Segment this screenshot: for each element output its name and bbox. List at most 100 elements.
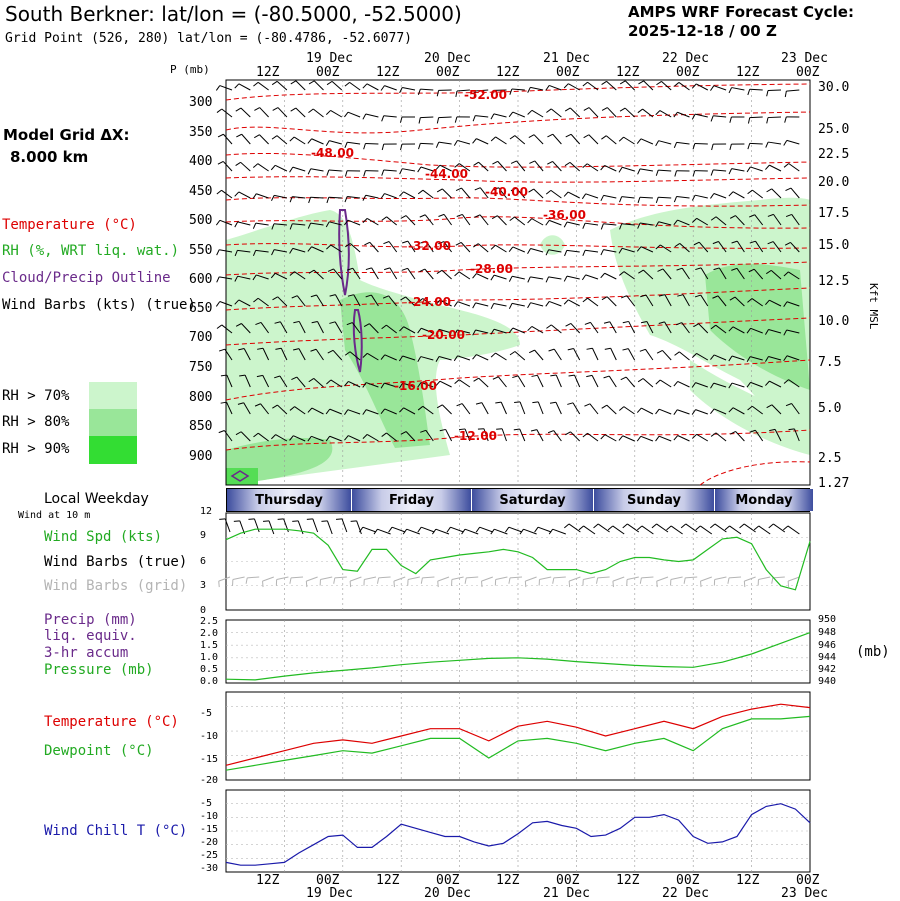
xsec-barb xyxy=(277,81,287,90)
xsec-barb-flag xyxy=(657,350,662,353)
xsec-barb-flag xyxy=(308,139,312,144)
xsec-barb-flag xyxy=(529,189,534,192)
grid-wind-barb xyxy=(729,577,741,578)
grid-wind-barb xyxy=(350,577,361,581)
xsec-barb-flag xyxy=(546,325,551,329)
xsec-barb xyxy=(479,378,489,387)
xsec-barb xyxy=(446,429,452,441)
xsec-barb xyxy=(789,163,800,171)
xsec-barb-flag xyxy=(419,143,421,149)
xsec-barb xyxy=(551,325,561,333)
xsec-barb xyxy=(480,215,488,225)
xsec-barb xyxy=(607,108,616,117)
xsec-barb xyxy=(643,378,653,387)
xsec-barb xyxy=(786,90,799,91)
surface-wind-barb-flag xyxy=(447,527,450,532)
xsec-barb-flag xyxy=(327,81,332,84)
surface-wind-barb-flag xyxy=(564,524,569,528)
temp-contour-label: -16.00 xyxy=(394,379,437,393)
surface-wind-barb xyxy=(480,527,493,532)
xsec-barb-flag xyxy=(510,351,515,354)
xsec-barb-flag xyxy=(729,88,732,93)
xsec-barb xyxy=(660,111,671,117)
xsec-barb-flag xyxy=(528,87,531,92)
xsec-barb-flag xyxy=(308,169,311,174)
xsec-barb xyxy=(603,224,616,225)
xsec-barb-flag xyxy=(585,322,591,324)
xsec-barb-flag xyxy=(491,303,494,308)
xsec-barb xyxy=(714,86,726,90)
surface-wind-barb xyxy=(509,527,522,532)
surface-wind-barb-flag xyxy=(321,521,327,522)
temp-contour-label: -52.00 xyxy=(464,88,507,102)
xsec-barb-flag xyxy=(476,403,482,404)
xsec-barb-flag xyxy=(217,277,219,282)
xsec-barb-flag xyxy=(729,192,733,196)
grid-wind-barb xyxy=(422,577,434,578)
xsec-barb-flag xyxy=(456,91,457,97)
grid-wind-barb-flag xyxy=(569,581,570,587)
xsec-barb-flag xyxy=(418,167,421,172)
xsec-barb xyxy=(520,402,525,414)
xsec-barb xyxy=(313,109,323,117)
xsec-barb xyxy=(750,89,763,90)
xsec-barb xyxy=(372,268,379,279)
xsec-barb-flag xyxy=(604,322,610,324)
xsec-barb xyxy=(442,405,451,414)
xsec-barb-flag xyxy=(399,192,403,196)
xsec-barb xyxy=(641,408,653,414)
xsec-barb xyxy=(496,353,507,360)
xsec-barb xyxy=(420,89,433,90)
grid-wind-barb-flag xyxy=(334,578,335,584)
xsec-barb-flag xyxy=(675,352,680,356)
xsec-barb-flag xyxy=(532,402,538,403)
xsec-barb xyxy=(624,137,635,144)
xsec-barb-flag xyxy=(273,108,278,111)
xsec-barb xyxy=(791,188,799,198)
temp-contour-label: -24.00 xyxy=(408,295,451,309)
xsec-barb-flag xyxy=(363,114,366,119)
xsec-barb xyxy=(408,268,415,279)
grid-wind-barb-flag xyxy=(640,578,641,584)
xsec-barb xyxy=(586,275,598,279)
surface-wind-barb-flag xyxy=(681,524,686,528)
xsec-barb xyxy=(678,381,690,387)
xsec-barb-flag xyxy=(381,194,384,199)
xsec-barb xyxy=(622,197,635,198)
xsec-barb xyxy=(311,197,324,198)
xsec-barb xyxy=(588,298,598,306)
xsec-barb-flag xyxy=(674,381,678,386)
xsec-barb xyxy=(677,142,690,144)
xsec-barb xyxy=(713,116,726,117)
xsec-barb xyxy=(367,218,378,225)
grid-wind-barb xyxy=(452,577,464,579)
temp-contour-label: -36.00 xyxy=(543,208,586,222)
xsec-barb xyxy=(462,404,470,414)
xsec-barb-flag xyxy=(692,195,695,200)
grid-wind-barb-flag xyxy=(744,581,745,587)
grid-wind-barb xyxy=(335,577,347,578)
surface-wind-barb xyxy=(759,526,770,534)
xsec-barb-flag xyxy=(584,404,590,406)
xsec-barb-flag xyxy=(309,81,314,84)
xsec-barb xyxy=(222,109,232,117)
surface-wind-barb xyxy=(421,527,434,532)
xsec-barb-flag xyxy=(216,302,219,307)
xsec-barb xyxy=(624,407,635,414)
xsec-barb xyxy=(459,380,470,387)
grid-wind-barb-flag xyxy=(553,578,554,584)
xsec-barb-flag xyxy=(344,112,348,117)
xsec-barb xyxy=(551,190,562,198)
xsec-barb-flag xyxy=(638,378,643,381)
grid-wind-barb xyxy=(496,577,508,579)
xsec-barb-flag xyxy=(235,192,239,196)
xsec-barb xyxy=(444,214,452,225)
xsec-barb xyxy=(494,303,507,306)
xsec-barb xyxy=(551,109,561,117)
surface-wind-barb xyxy=(700,526,711,534)
xsec-barb xyxy=(628,349,634,360)
xsec-barb-flag xyxy=(601,250,604,255)
xsec-barb-flag xyxy=(623,349,629,350)
xsec-barb xyxy=(370,242,379,252)
xsec-barb-flag xyxy=(620,197,622,203)
